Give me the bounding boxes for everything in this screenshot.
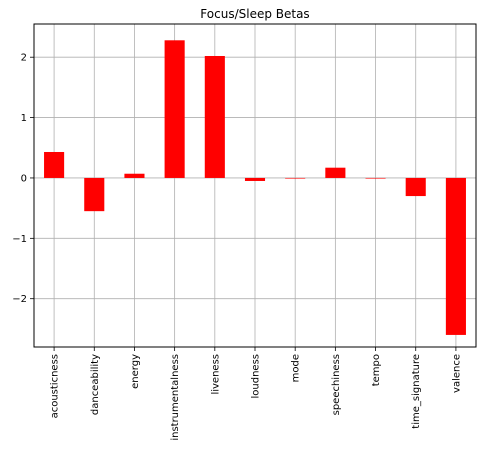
x-tick-label: mode [291,354,302,382]
x-tick-label: energy [130,354,141,389]
chart-title: Focus/Sleep Betas [200,7,309,21]
bar-instrumentalness [164,40,185,178]
bar-valence [445,177,466,335]
x-tick-label: valence [451,354,462,393]
bar-time_signature [405,177,426,197]
x-tick-label: acousticness [50,354,61,418]
y-tick-label: 1 [21,113,27,124]
grid [34,24,476,347]
bar-liveness [204,55,225,178]
y-tick-label: 2 [21,53,27,64]
y-tick-label: 0 [21,173,27,184]
x-axis: acousticness danceability energy instrument… [50,347,462,441]
y-tick-label: −2 [12,294,27,305]
y-axis: −2 −1 0 1 2 [12,53,34,305]
bar-tempo [365,177,386,179]
x-tick-label: danceability [90,354,101,415]
bar-mode [285,177,306,179]
x-tick-label: instrumentalness [170,354,181,441]
x-tick-label: time_signature [411,354,422,429]
bars [44,40,466,335]
x-tick-label: speechiness [331,354,342,415]
bar-speechiness [325,167,346,178]
y-tick-label: −1 [12,234,27,245]
bar-danceability [84,177,105,212]
bar-acousticness [44,151,65,178]
bar-energy [124,173,145,178]
x-tick-label: liveness [210,354,221,395]
x-tick-label: tempo [371,354,382,386]
x-tick-label: loudness [251,354,262,399]
bar-loudness [244,177,266,181]
